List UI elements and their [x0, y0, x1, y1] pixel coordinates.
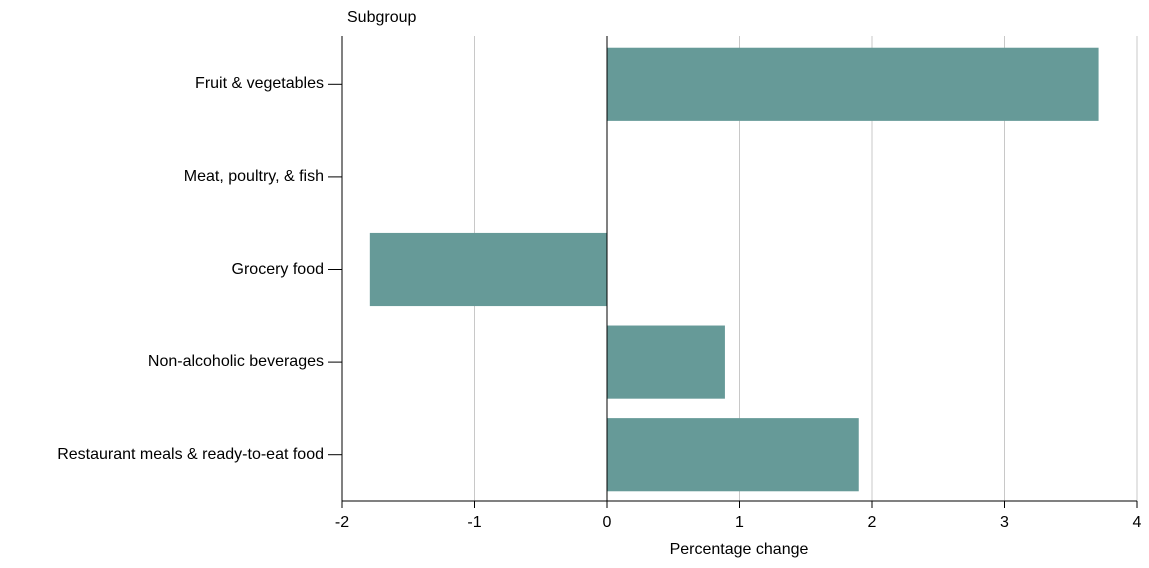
x-tick-label: 3 — [1000, 514, 1009, 531]
y-tick-label: Non-alcoholic beverages — [147, 353, 324, 371]
x-tick-label: 0 — [603, 514, 612, 531]
y-tick-label: Fruit & vegetables — [195, 75, 324, 93]
x-tick-label: 4 — [1133, 514, 1142, 531]
x-tick-label: -1 — [467, 514, 481, 531]
x-tick-label: 2 — [868, 514, 877, 531]
bar — [607, 325, 725, 399]
x-tick-label: 1 — [735, 514, 744, 531]
y-tick-label: Meat, poultry, & fish — [183, 167, 324, 185]
y-axis-title: Subgroup — [347, 9, 416, 26]
bar — [607, 47, 1099, 121]
x-axis-title: Percentage change — [670, 541, 809, 558]
y-tick-label: Grocery food — [231, 260, 324, 278]
x-tick-label: -2 — [335, 514, 349, 531]
y-tick-label: Restaurant meals & ready-to-eat food — [57, 445, 324, 463]
bar — [607, 418, 859, 492]
bar — [369, 232, 607, 307]
